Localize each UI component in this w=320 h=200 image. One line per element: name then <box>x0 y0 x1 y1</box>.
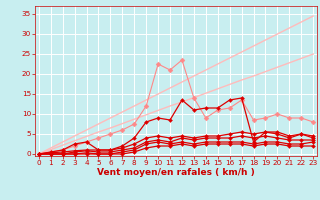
X-axis label: Vent moyen/en rafales ( km/h ): Vent moyen/en rafales ( km/h ) <box>97 168 255 177</box>
